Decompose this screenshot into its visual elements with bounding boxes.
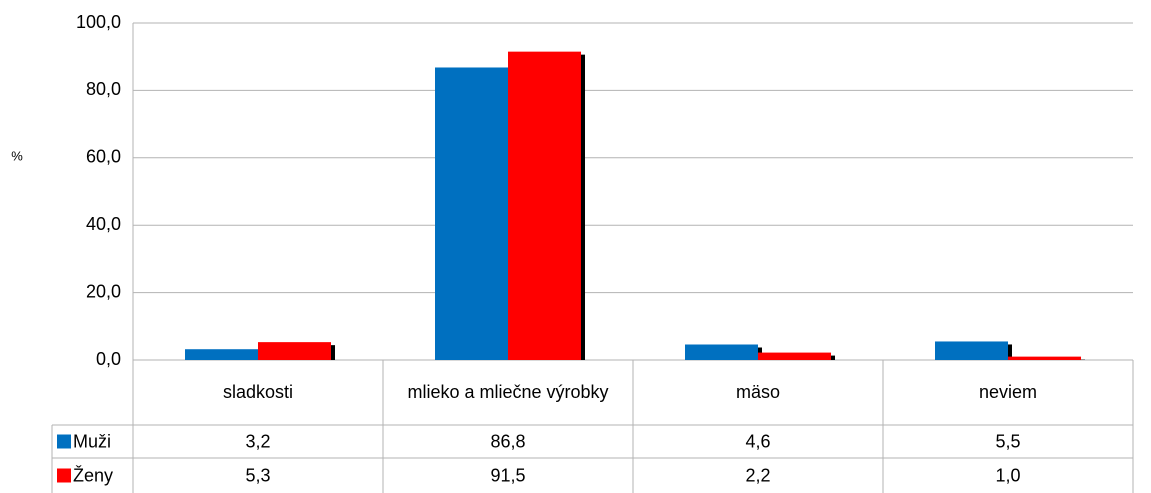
- y-tick-label: 20,0: [86, 281, 121, 301]
- legend-swatch: [57, 468, 71, 483]
- legend-label: Muži: [73, 431, 111, 451]
- x-tick-label: mäso: [735, 382, 780, 403]
- value-label: 5,3: [245, 465, 270, 485]
- bar: [435, 67, 508, 360]
- bar: [758, 352, 831, 360]
- legend-swatch: [57, 434, 71, 449]
- y-tick-label: 100,0: [76, 12, 121, 32]
- value-label: 3,2: [245, 431, 270, 451]
- value-label: 1,0: [995, 465, 1020, 485]
- x-tick-label-box: neviem: [978, 382, 1038, 403]
- x-tick-label-box: mlieko a mliečne výrobky: [407, 382, 609, 403]
- y-tick-label: 60,0: [86, 147, 121, 167]
- y-tick-label: 0,0: [96, 349, 121, 369]
- value-label: 5,5: [995, 431, 1020, 451]
- value-label: 91,5: [490, 465, 525, 485]
- y-tick-label: 80,0: [86, 79, 121, 99]
- x-tick-label-box: sladkosti: [222, 382, 294, 403]
- x-tick-label: sladkosti: [222, 382, 294, 403]
- bar: [258, 342, 331, 360]
- value-label: 4,6: [745, 431, 770, 451]
- bar: [508, 51, 581, 361]
- y-axis-label: %: [11, 148, 23, 163]
- bar: [1008, 356, 1081, 360]
- x-tick-label: neviem: [978, 382, 1038, 403]
- y-tick-label: 40,0: [86, 214, 121, 234]
- value-label: 2,2: [745, 465, 770, 485]
- x-tick-label: mlieko a mliečne výrobky: [407, 382, 609, 403]
- bar: [935, 341, 1008, 360]
- bar: [685, 344, 758, 360]
- value-label: 86,8: [490, 431, 525, 451]
- x-tick-label-box: mäso: [735, 382, 780, 403]
- legend-label: Ženy: [73, 465, 113, 485]
- bar: [185, 349, 258, 360]
